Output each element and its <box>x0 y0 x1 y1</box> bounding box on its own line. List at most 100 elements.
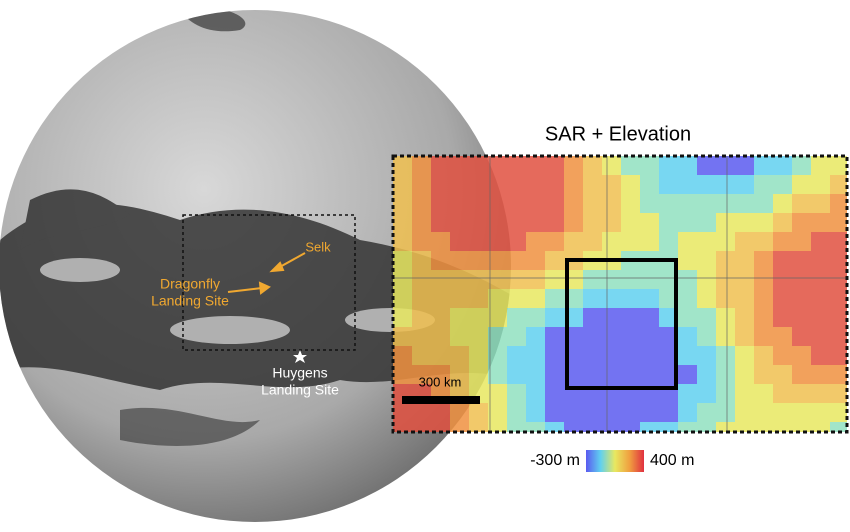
elevation-tile <box>602 346 621 365</box>
elevation-tile <box>412 251 431 270</box>
elevation-tile <box>583 308 602 327</box>
elevation-tile <box>469 365 488 384</box>
elevation-tile <box>488 403 507 422</box>
elevation-tile <box>526 175 545 194</box>
elevation-tile <box>450 327 469 346</box>
elevation-tile <box>545 422 564 432</box>
elevation-tile <box>602 232 621 251</box>
elevation-tile <box>659 156 678 175</box>
elevation-tile <box>621 346 640 365</box>
elevation-tile <box>773 403 792 422</box>
elevation-tile <box>469 422 488 432</box>
elevation-tile <box>754 270 773 289</box>
elevation-tile <box>431 213 450 232</box>
elevation-tile <box>488 365 507 384</box>
elevation-tile <box>412 403 431 422</box>
elevation-tile <box>830 175 847 194</box>
elevation-tile <box>545 384 564 403</box>
elevation-tile <box>830 422 847 432</box>
elevation-tile <box>583 289 602 308</box>
elevation-tile <box>621 327 640 346</box>
elevation-tile <box>526 308 545 327</box>
elevation-tile <box>545 346 564 365</box>
elevation-tile <box>735 289 754 308</box>
elevation-tile <box>583 422 602 432</box>
elevation-tile <box>659 403 678 422</box>
elevation-tile <box>450 403 469 422</box>
elevation-tile <box>431 346 450 365</box>
elevation-tile <box>469 175 488 194</box>
elevation-tile <box>697 232 716 251</box>
elevation-tile <box>792 346 811 365</box>
elevation-tile <box>526 289 545 308</box>
elevation-tile <box>792 175 811 194</box>
elevation-tile <box>526 422 545 432</box>
elevation-tile <box>621 289 640 308</box>
elevation-tile <box>678 251 697 270</box>
elevation-tile <box>621 308 640 327</box>
elevation-tile <box>393 213 412 232</box>
elevation-tile <box>640 232 659 251</box>
elevation-tile <box>431 270 450 289</box>
elevation-tile <box>526 327 545 346</box>
elevation-tile <box>412 422 431 432</box>
elevation-tile <box>754 213 773 232</box>
elevation-tile <box>640 365 659 384</box>
elevation-tile <box>507 270 526 289</box>
elevation-tile <box>640 422 659 432</box>
elevation-tile <box>488 251 507 270</box>
elevation-tile <box>393 365 412 384</box>
elevation-tile <box>469 251 488 270</box>
elevation-tile <box>564 403 583 422</box>
elevation-tile <box>488 308 507 327</box>
elevation-tile <box>716 232 735 251</box>
elevation-tile <box>564 194 583 213</box>
elevation-tile <box>507 156 526 175</box>
elevation-tile <box>754 384 773 403</box>
elevation-tile <box>773 289 792 308</box>
elevation-tile <box>792 422 811 432</box>
elevation-tile <box>450 308 469 327</box>
elevation-tile <box>393 327 412 346</box>
elevation-tile <box>507 175 526 194</box>
elevation-tile <box>583 327 602 346</box>
elevation-tile <box>735 194 754 213</box>
elevation-map <box>393 156 847 432</box>
elevation-tile <box>792 289 811 308</box>
elevation-tile <box>697 403 716 422</box>
elevation-tile <box>697 308 716 327</box>
elevation-tile <box>526 346 545 365</box>
elevation-tile <box>412 365 431 384</box>
elevation-tile <box>640 308 659 327</box>
elevation-tile <box>735 403 754 422</box>
elevation-tile <box>431 194 450 213</box>
elevation-tile <box>773 156 792 175</box>
huygens-label: Landing Site <box>261 382 339 398</box>
elevation-tile <box>602 422 621 432</box>
elevation-tile <box>526 365 545 384</box>
elevation-tile <box>583 403 602 422</box>
elevation-tile <box>545 175 564 194</box>
elevation-tile <box>507 289 526 308</box>
elevation-tile <box>735 384 754 403</box>
elevation-tile <box>545 156 564 175</box>
elevation-tile <box>583 194 602 213</box>
elevation-tile <box>792 365 811 384</box>
elevation-tile <box>450 232 469 251</box>
elevation-tile <box>583 175 602 194</box>
elevation-tile <box>412 270 431 289</box>
elevation-tile <box>412 194 431 213</box>
elevation-tile <box>697 327 716 346</box>
elevation-tile <box>678 232 697 251</box>
elevation-tile <box>773 327 792 346</box>
elevation-tile <box>735 365 754 384</box>
elevation-tile <box>621 270 640 289</box>
elevation-tile <box>564 156 583 175</box>
elevation-tile <box>792 232 811 251</box>
elevation-tile <box>469 194 488 213</box>
elevation-tile <box>507 403 526 422</box>
elevation-tile <box>621 156 640 175</box>
focus-box <box>565 258 678 390</box>
elevation-tile <box>621 194 640 213</box>
elevation-tile <box>659 327 678 346</box>
